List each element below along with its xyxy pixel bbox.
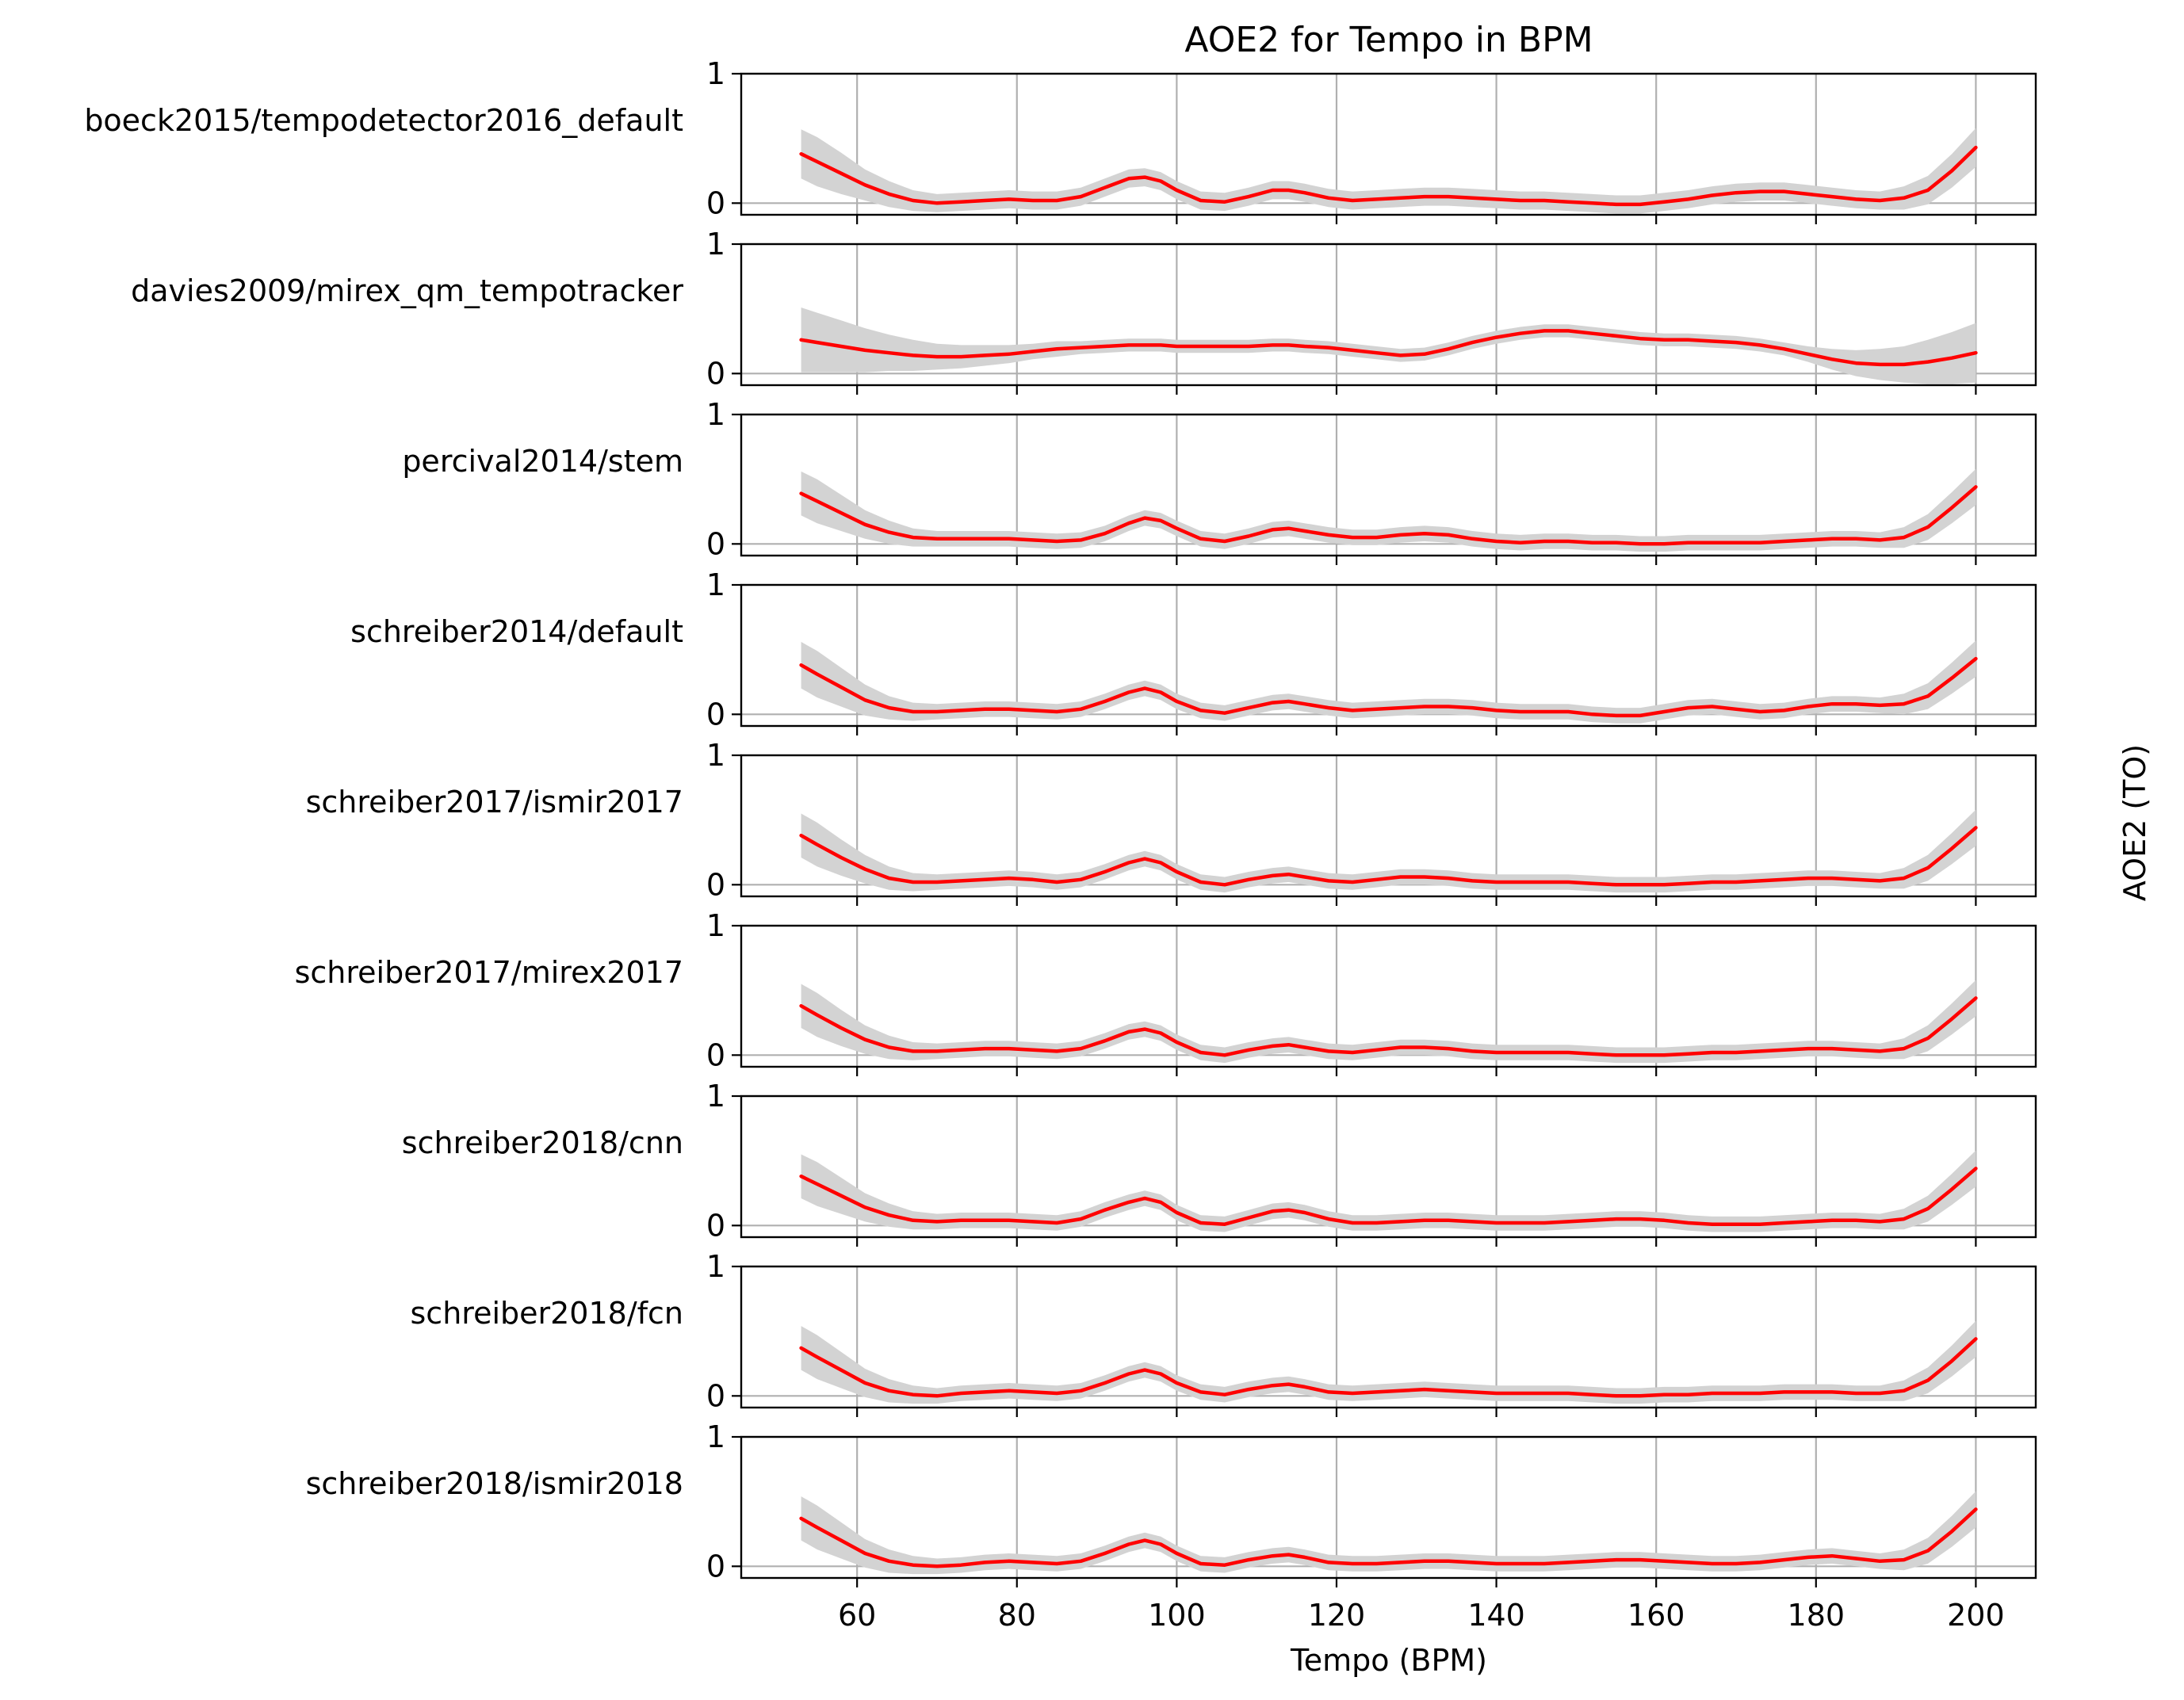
y-tick-label: 0 — [706, 697, 725, 732]
y-tick-label: 0 — [706, 1549, 725, 1583]
y-axis-label: AOE2 (TO) — [2117, 744, 2152, 901]
y-tick-label: 0 — [706, 185, 725, 220]
series-line — [799, 1507, 1978, 1568]
chart-title: AOE2 for Tempo in BPM — [1184, 20, 1593, 60]
y-tick-label: 0 — [706, 1037, 725, 1072]
panel-schreiber2017-mirex2017: 0 1 schreiber2017/mirex2017 — [295, 908, 2037, 1076]
series-label: percival2014/stem — [402, 444, 683, 479]
panel-boeck2015-tempodetector2016-default: 0 1 boeck2015/tempodetector2016_default — [84, 56, 2037, 224]
y-tick-label: 1 — [706, 738, 725, 773]
series-label: schreiber2017/ismir2017 — [306, 785, 683, 819]
panel-percival2014-stem: 0 1 percival2014/stem — [402, 397, 2037, 565]
panel-frame — [740, 583, 2037, 728]
confidence-band — [801, 1150, 1976, 1232]
y-tick-label: 1 — [706, 567, 725, 602]
x-tick-label: 200 — [1947, 1598, 2005, 1633]
panel-frame — [740, 243, 2037, 387]
panel-schreiber2018-fcn: 0 1 schreiber2018/fcn — [411, 1249, 2037, 1417]
series-label: schreiber2017/mirex2017 — [295, 955, 683, 990]
y-tick-label: 1 — [706, 908, 725, 943]
y-tick-label: 0 — [706, 1208, 725, 1243]
series-line — [799, 485, 1978, 546]
confidence-band — [801, 468, 1976, 552]
series-line — [799, 145, 1978, 207]
panel-schreiber2018-ismir2018: 0 1 schreiber2018/ismir2018 — [306, 1419, 2037, 1587]
y-tick-label: 0 — [706, 526, 725, 561]
x-tick-label: 180 — [1788, 1598, 1845, 1633]
panel-frame — [740, 1094, 2037, 1239]
x-tick-label: 80 — [998, 1598, 1036, 1633]
series-label: davies2009/mirex_qm_tempotracker — [131, 273, 683, 308]
x-axis-label: Tempo (BPM) — [1290, 1643, 1487, 1678]
confidence-band — [801, 809, 1976, 893]
x-tick-label: 120 — [1308, 1598, 1366, 1633]
y-tick-label: 1 — [706, 1079, 725, 1114]
x-tick-label: 160 — [1627, 1598, 1685, 1633]
y-tick-label: 0 — [706, 356, 725, 391]
panel-frame — [740, 924, 2037, 1068]
confidence-band — [801, 980, 1976, 1064]
y-tick-label: 1 — [706, 1419, 725, 1454]
panel-frame — [740, 413, 2037, 557]
y-tick-label: 1 — [706, 56, 725, 91]
series-line — [799, 329, 1978, 367]
series-line — [799, 656, 1978, 718]
panel-frame — [740, 1265, 2037, 1409]
series-line — [799, 1337, 1978, 1398]
series-label: boeck2015/tempodetector2016_default — [84, 103, 683, 138]
panel-frame — [740, 72, 2037, 216]
y-tick-label: 0 — [706, 867, 725, 902]
y-tick-label: 0 — [706, 1378, 725, 1413]
panel-frame — [740, 754, 2037, 898]
confidence-band — [801, 1320, 1976, 1404]
y-tick-label: 1 — [706, 227, 725, 262]
x-axis-ticks: 60 80 100 120 140 160 180 200 — [838, 1598, 2005, 1633]
series-label: schreiber2014/default — [350, 614, 683, 649]
series-line — [799, 996, 1978, 1057]
series-label: schreiber2018/fcn — [411, 1296, 684, 1331]
confidence-band — [801, 640, 1976, 724]
panel-schreiber2018-cnn: 0 1 schreiber2018/cnn — [402, 1079, 2037, 1247]
y-tick-label: 1 — [706, 1249, 725, 1284]
x-tick-label: 140 — [1467, 1598, 1525, 1633]
panel-schreiber2017-ismir2017: 0 1 schreiber2017/ismir2017 — [306, 738, 2037, 906]
panel-schreiber2014-default: 0 1 schreiber2014/default — [350, 567, 2037, 735]
panel-frame — [740, 1435, 2037, 1580]
x-tick-label: 100 — [1148, 1598, 1206, 1633]
x-tick-label: 60 — [838, 1598, 876, 1633]
panels: 01boeck2015/tempodetector2016_default01d… — [84, 56, 2037, 1587]
series-line — [799, 826, 1978, 887]
y-tick-label: 1 — [706, 397, 725, 432]
series-label: schreiber2018/ismir2018 — [306, 1466, 683, 1501]
series-line — [799, 1167, 1978, 1226]
series-label: schreiber2018/cnn — [402, 1125, 683, 1160]
panel-davies2009-mirex-qm-tempotracker: 0 1 davies2009/mirex_qm_tempotracker — [131, 227, 2037, 395]
confidence-band — [801, 1491, 1976, 1575]
confidence-band — [801, 308, 1976, 384]
